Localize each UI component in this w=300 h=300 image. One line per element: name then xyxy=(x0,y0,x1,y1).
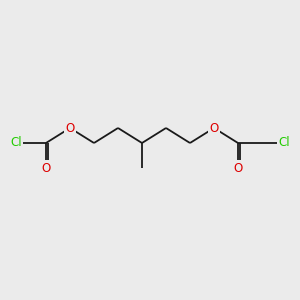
Text: O: O xyxy=(41,161,51,175)
Text: O: O xyxy=(209,122,219,134)
Text: O: O xyxy=(233,161,243,175)
Text: O: O xyxy=(65,122,75,134)
Text: Cl: Cl xyxy=(11,136,22,149)
Text: Cl: Cl xyxy=(278,136,290,149)
